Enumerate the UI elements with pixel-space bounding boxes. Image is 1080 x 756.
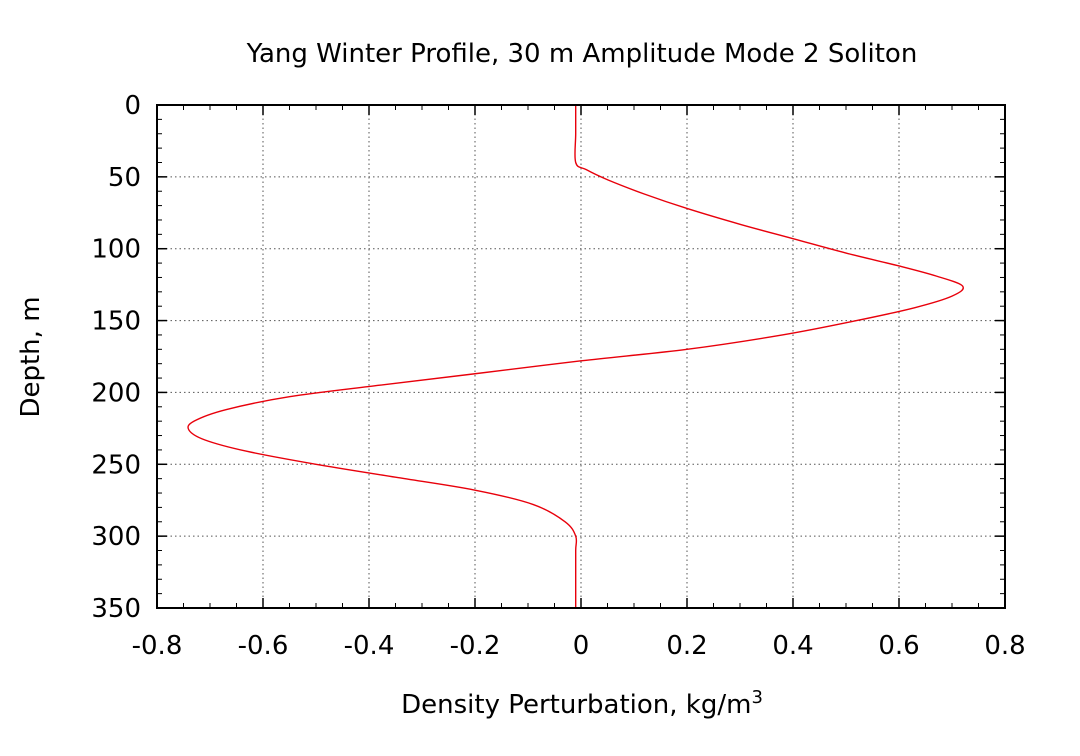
x-axis-label-text: Density Perturbation, kg/m (401, 690, 751, 720)
y-tick-label: 300 (91, 522, 141, 552)
y-tick-label: 50 (108, 163, 141, 193)
x-tick-label: 0.8 (984, 631, 1025, 661)
x-axis-label: Density Perturbation, kg/m3 (401, 687, 763, 720)
y-tick-label: 200 (91, 378, 141, 408)
x-tick-label: -0.8 (132, 631, 183, 661)
y-tick-label: 350 (91, 594, 141, 624)
plot-line (187, 104, 964, 608)
x-tick-label: 0.4 (772, 631, 813, 661)
x-tick-labels: -0.8 -0.6 -0.4 -0.2 0 0.2 0.4 0.6 0.8 (132, 631, 1026, 661)
x-tick-label: 0.2 (666, 631, 707, 661)
series-line (187, 104, 964, 608)
x-axis-label-superscript: 3 (751, 687, 762, 708)
y-tick-label: 150 (91, 307, 141, 337)
x-tick-label: -0.2 (450, 631, 501, 661)
chart-title: Yang Winter Profile, 30 m Amplitude Mode… (246, 39, 918, 69)
y-tick-label: 100 (91, 235, 141, 265)
x-tick-label: -0.4 (344, 631, 395, 661)
y-axis-label: Depth, m (16, 296, 46, 417)
y-tick-label: 0 (124, 91, 141, 121)
y-tick-label: 250 (91, 450, 141, 480)
x-tick-label: -0.6 (238, 631, 289, 661)
y-tick-labels: 0 50 100 150 200 250 300 350 (91, 91, 141, 624)
plot-frame (156, 104, 1006, 609)
x-tick-label: 0.6 (878, 631, 919, 661)
x-tick-label: 0 (573, 631, 590, 661)
